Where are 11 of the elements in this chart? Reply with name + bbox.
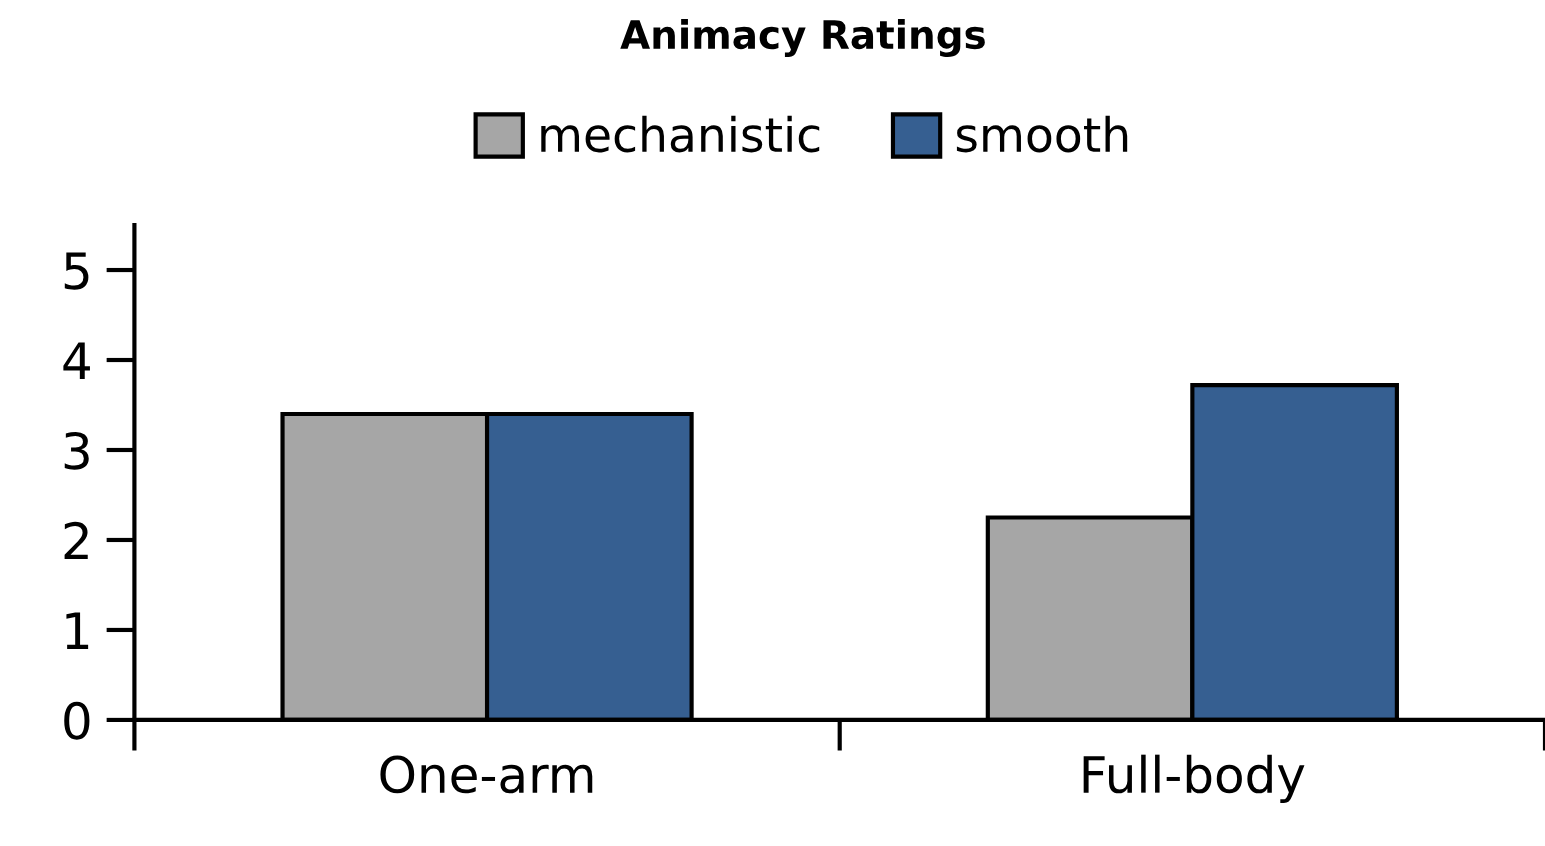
y-tick-label: 1 (66, 612, 89, 649)
legend-label: mechanistic (541, 115, 820, 153)
y-tick-label: 5 (64, 252, 89, 290)
y-tick-label: 3 (64, 431, 89, 470)
x-tick-label: One-arm (380, 755, 593, 794)
legend-label: smooth (956, 115, 1128, 153)
y-tick-label: 2 (64, 521, 88, 559)
chart-title: Animacy Ratings (620, 19, 985, 58)
y-tick-label: 4 (63, 342, 90, 380)
x-tick-label: Full-body (1083, 754, 1305, 804)
y-tick-label: 0 (64, 701, 90, 740)
